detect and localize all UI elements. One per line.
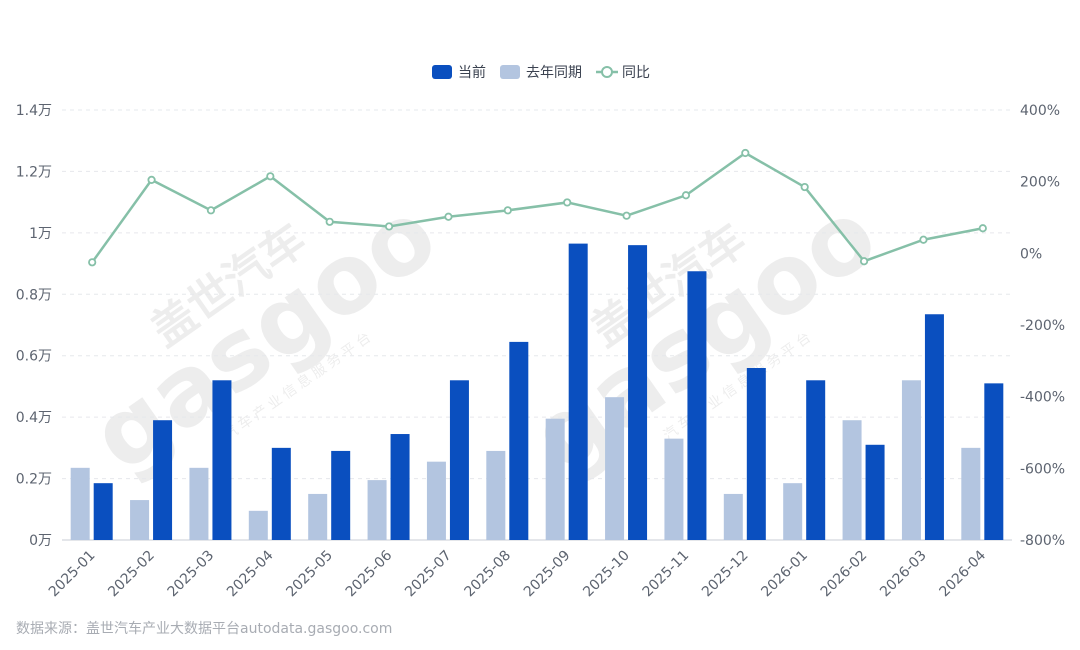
x-tick-label: 2026-04 [936,547,989,600]
bar-current [865,444,885,540]
yoy-point [503,206,512,215]
bar-prev-year [308,493,328,540]
yoy-point [444,212,453,221]
bar-current [984,383,1004,540]
bar-current [509,341,529,540]
bar-current [628,245,648,540]
legend-label: 去年同期 [526,65,582,81]
x-tick-label: 2025-02 [105,548,158,601]
bar-current [93,483,113,540]
bar-current [153,420,173,540]
bar-prev-year [723,493,743,540]
y-left-tick-label: 0.4万 [16,410,52,426]
x-tick-label: 2025-09 [521,548,574,601]
bar-prev-year [961,447,981,540]
source-note: 数据来源：盖世汽车产业大数据平台autodata.gasgoo.com [16,621,393,637]
bar-prev-year [545,418,565,540]
y-left-tick-label: 0.2万 [16,472,52,488]
chart: 盖世汽车gasgoo汽车产业信息服务平台盖世汽车gasgoo汽车产业信息服务平台… [16,64,1065,601]
yoy-point [325,217,334,226]
bar-current [212,380,232,540]
yoy-point [384,222,394,231]
y-right-tick-label: -400% [1020,390,1065,406]
bar-prev-year [605,397,625,540]
bar-prev-year [783,483,803,540]
bar-prev-year [189,467,209,540]
yoy-point [206,206,216,215]
y-left-tick-label: 1万 [29,226,52,242]
y-right-tick-label: -800% [1020,533,1065,549]
x-tick-label: 2025-07 [402,548,455,601]
x-tick-label: 2025-11 [640,548,693,601]
legend-swatch [500,65,520,79]
yoy-point [859,257,869,266]
bar-current [390,434,410,540]
x-tick-label: 2025-04 [224,547,277,600]
x-tick-label: 2025-01 [46,548,99,601]
legend-label: 当前 [458,64,486,81]
y-right-tick-label: 400% [1020,103,1060,119]
x-tick-label: 2025-10 [580,548,633,601]
y-right-tick-label: -600% [1020,461,1065,477]
bar-current [687,271,707,540]
bar-current [331,450,351,540]
bar-current [746,368,766,540]
yoy-point [622,211,631,220]
bar-prev-year [486,450,506,540]
y-right-tick-label: -200% [1020,318,1065,334]
y-left-tick-label: 1.2万 [16,164,52,180]
bar-prev-year [70,467,90,540]
x-tick-label: 2025-05 [283,548,336,601]
x-tick-label: 2025-12 [699,548,752,601]
yoy-point [919,235,928,244]
y-left-tick-label: 1.4万 [16,103,52,119]
y-left-tick-label: 0万 [29,533,52,549]
yoy-point [741,148,750,158]
bar-current [271,447,291,540]
bar-current [924,314,944,540]
yoy-point [681,191,691,200]
bar-current [806,380,826,540]
yoy-point [563,198,572,207]
y-left-tick-label: 0.8万 [16,287,52,303]
bar-prev-year [664,438,684,540]
x-tick-label: 2025-08 [461,548,514,601]
bar-prev-year [426,461,446,540]
yoy-point [266,172,275,181]
x-tick-label: 2025-03 [165,548,218,601]
y-left-tick-label: 0.6万 [16,349,52,365]
x-tick-label: 2026-03 [877,548,930,601]
legend-label: 同比 [622,65,650,81]
yoy-line [91,151,984,264]
yoy-point [147,175,156,184]
yoy-point [88,258,97,267]
bar-current [568,243,588,540]
bar-prev-year [248,510,268,540]
bar-current [449,380,469,540]
y-right-tick-label: 0% [1020,246,1042,262]
x-tick-label: 2026-01 [758,548,811,601]
x-tick-label: 2026-02 [818,548,871,601]
bar-prev-year [130,500,150,540]
legend-swatch [432,65,452,79]
legend-marker [601,66,613,78]
bar-prev-year [367,480,387,540]
yoy-point [978,224,987,233]
x-tick-label: 2025-06 [343,547,396,600]
yoy-point [800,182,809,192]
bar-prev-year [842,420,862,540]
y-right-tick-label: 200% [1020,175,1060,191]
bar-prev-year [901,380,921,540]
